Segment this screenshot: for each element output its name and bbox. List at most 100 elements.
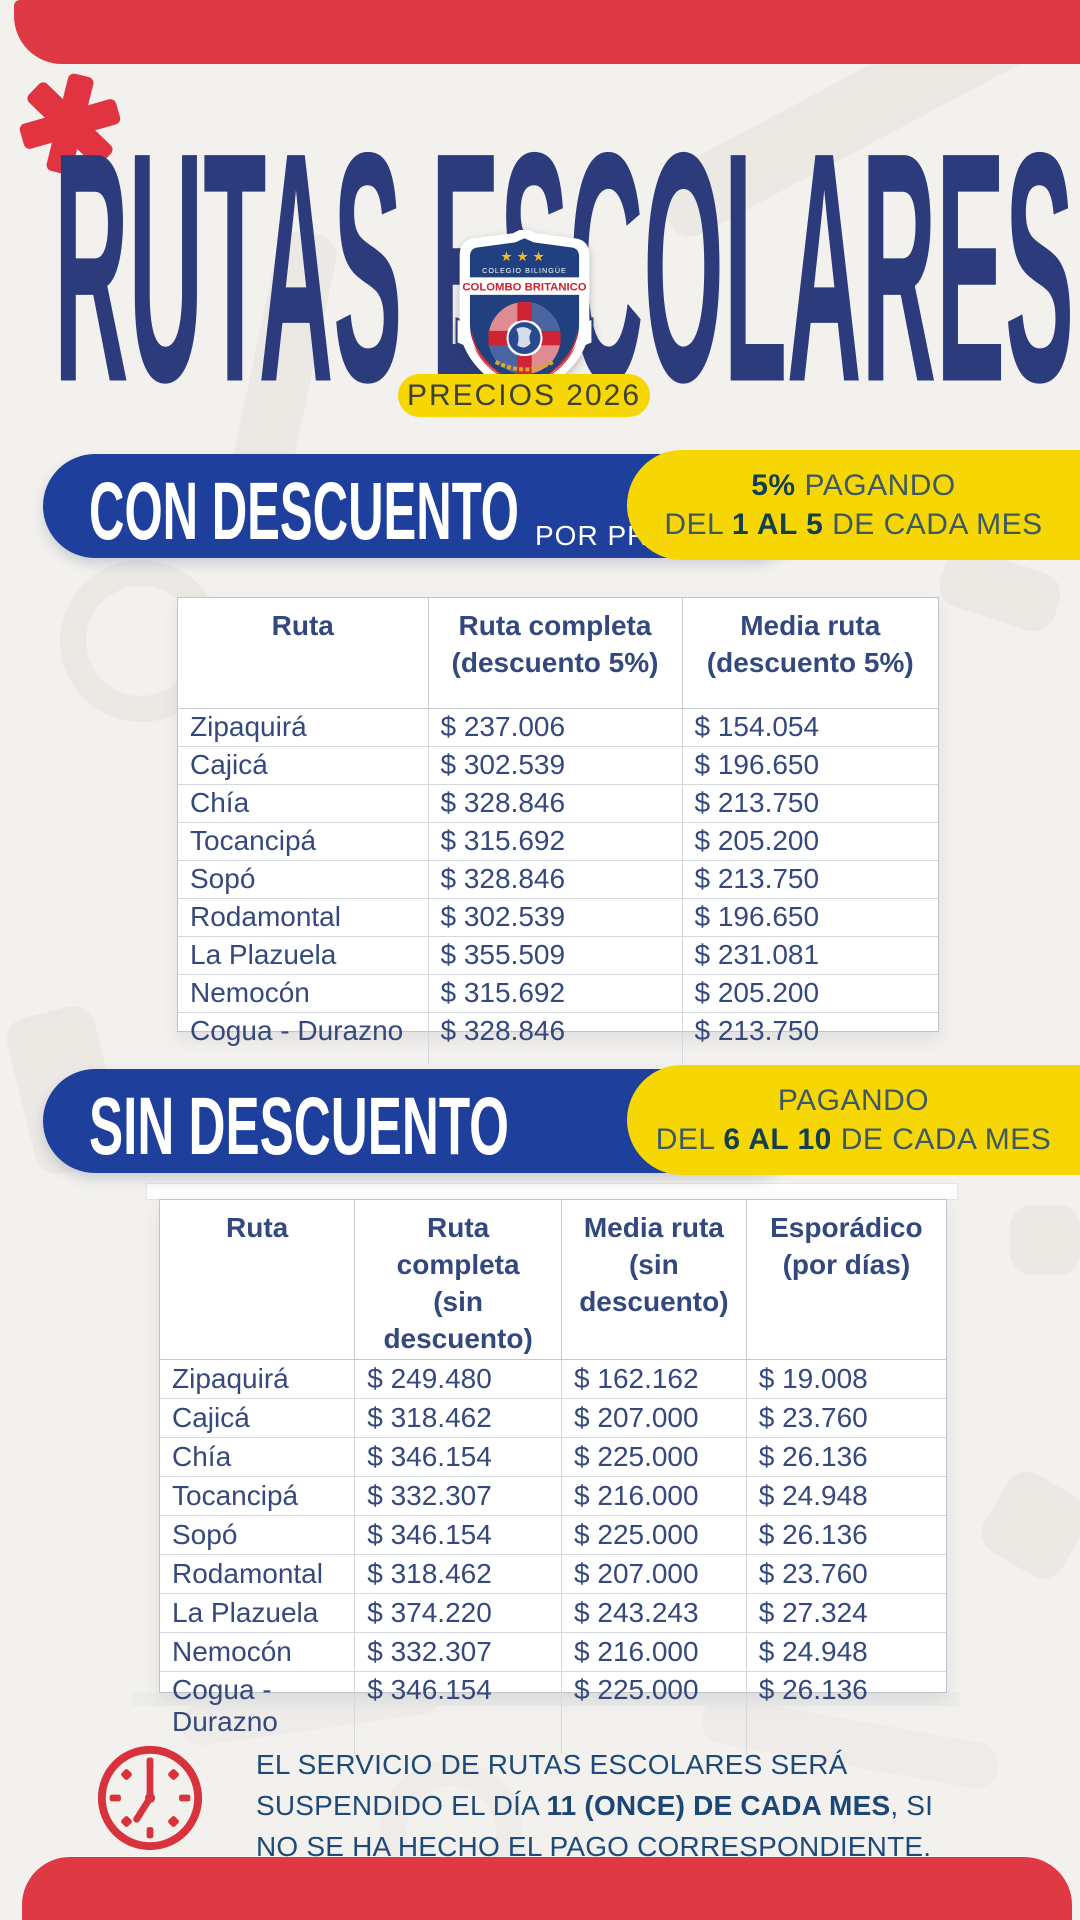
column-header: Ruta completa (sin descuento) — [354, 1200, 563, 1360]
column-header: Ruta completa (descuento 5%) — [427, 598, 683, 709]
table-cell: $ 24.948 — [745, 1631, 946, 1672]
table-cell: $ 243.243 — [561, 1592, 747, 1633]
table-cell: Chía — [160, 1436, 356, 1477]
table-cell: $ 346.154 — [354, 1514, 563, 1555]
table-cell: $ 27.324 — [745, 1592, 946, 1633]
table-cell: La Plazuela — [178, 935, 429, 975]
clock-icon — [97, 1745, 203, 1851]
table-row: Cogua - Durazno $ 328.846 $ 213.750 — [178, 1011, 938, 1064]
table-cell: $ 225.000 — [561, 1670, 747, 1754]
school-crest-icon: ★★★ COLEGIO BILINGÜE COLOMBO BRITANICO — [455, 230, 594, 401]
column-header: Media ruta (descuento 5%) — [681, 598, 938, 709]
table-cell: $ 23.760 — [745, 1553, 946, 1594]
table-row: Cajicá $ 318.462 $ 207.000 $ 23.760 — [160, 1397, 946, 1438]
table-cell: $ 205.200 — [681, 821, 938, 861]
table-cell: Cogua - Durazno — [178, 1011, 429, 1064]
table-cell: $ 196.650 — [681, 897, 938, 937]
table-row: Tocancipá $ 332.307 $ 216.000 $ 24.948 — [160, 1475, 946, 1516]
column-header: Ruta — [178, 598, 429, 709]
table-cell: Cogua - Durazno — [160, 1670, 356, 1754]
table-row: Rodamontal $ 302.539 $ 196.650 — [178, 897, 938, 937]
table-cell: $ 162.162 — [561, 1358, 747, 1399]
table-cell: $ 23.760 — [745, 1397, 946, 1438]
column-header: Ruta — [160, 1200, 356, 1360]
table-cell: $ 346.154 — [354, 1670, 563, 1754]
table-cell: Nemocón — [160, 1631, 356, 1672]
table-header-row: Ruta Ruta completa (descuento 5%) Media … — [178, 598, 938, 709]
table-cell: Nemocón — [178, 973, 429, 1013]
table-row: Chía $ 328.846 $ 213.750 — [178, 783, 938, 823]
year-badge-label: PRECIOS 2026 — [406, 378, 642, 412]
table-cell: Tocancipá — [160, 1475, 356, 1516]
svg-text:CON DESCUENTO: CON DESCUENTO — [89, 465, 519, 547]
no-discount-promo-line1: PAGANDO — [777, 1084, 930, 1117]
table-cell: Zipaquirá — [178, 707, 429, 747]
top-red-bar — [14, 0, 1080, 64]
table-cell: $ 196.650 — [681, 745, 938, 785]
table-cell: $ 332.307 — [354, 1631, 563, 1672]
discount-heading: CON DESCUENTO — [89, 465, 519, 547]
table-cell: $ 26.136 — [745, 1670, 946, 1754]
table-cell: Tocancipá — [178, 821, 429, 861]
background-doodle — [1010, 1205, 1080, 1275]
table-cell: Cajicá — [160, 1397, 356, 1438]
table-cell: $ 328.846 — [427, 1011, 683, 1064]
table-header-row: Ruta Ruta completa (sin descuento) Media… — [160, 1200, 946, 1360]
table-cell: $ 205.200 — [681, 973, 938, 1013]
table-cell: $ 374.220 — [354, 1592, 563, 1633]
table-cell: $ 213.750 — [681, 783, 938, 823]
table-cell: $ 315.692 — [427, 821, 683, 861]
svg-text:★★★: ★★★ — [500, 249, 548, 264]
no-discount-heading: SIN DESCUENTO — [89, 1080, 509, 1162]
column-header: Media ruta (sin descuento) — [561, 1200, 747, 1360]
table-cell: Chía — [178, 783, 429, 823]
table-cell: $ 302.539 — [427, 745, 683, 785]
svg-text:COLOMBO BRITANICO: COLOMBO BRITANICO — [462, 282, 586, 294]
table-cell: Rodamontal — [178, 897, 429, 937]
background-doodle — [973, 1463, 1080, 1587]
table-cell: $ 237.006 — [427, 707, 683, 747]
suspension-note: EL SERVICIO DE RUTAS ESCOLARES SERÁ SUSP… — [256, 1749, 934, 1862]
table-cell: $ 207.000 — [561, 1397, 747, 1438]
table-cell: $ 355.509 — [427, 935, 683, 975]
table-cell: $ 225.000 — [561, 1436, 747, 1477]
svg-text:SIN DESCUENTO: SIN DESCUENTO — [89, 1080, 509, 1162]
table-cell: $ 213.750 — [681, 859, 938, 899]
year-badge: PRECIOS 2026 — [398, 374, 650, 417]
table-cell: $ 302.539 — [427, 897, 683, 937]
table-cell: $ 332.307 — [354, 1475, 563, 1516]
table-cell: La Plazuela — [160, 1592, 356, 1633]
table-cell: $ 154.054 — [681, 707, 938, 747]
table-cell: $ 213.750 — [681, 1011, 938, 1064]
table-cell: $ 26.136 — [745, 1436, 946, 1477]
table-cell: Cajicá — [178, 745, 429, 785]
table-cell: $ 24.948 — [745, 1475, 946, 1516]
table-row: La Plazuela $ 355.509 $ 231.081 — [178, 935, 938, 975]
table-cell: $ 328.846 — [427, 783, 683, 823]
column-header: Esporádico (por días) — [745, 1200, 946, 1360]
discount-promo-line1: 5% PAGANDO — [751, 469, 956, 502]
table-cell: Zipaquirá — [160, 1358, 356, 1399]
bottom-red-bar — [22, 1857, 1072, 1920]
table-row: Chía $ 346.154 $ 225.000 $ 26.136 — [160, 1436, 946, 1477]
discount-promo-banner: 5% PAGANDO DEL 1 AL 5 DE CADA MES — [627, 450, 1080, 560]
table-row: Tocancipá $ 315.692 $ 205.200 — [178, 821, 938, 861]
table-row: Sopó $ 328.846 $ 213.750 — [178, 859, 938, 899]
table-row: Nemocón $ 315.692 $ 205.200 — [178, 973, 938, 1013]
table-row: Zipaquirá $ 249.480 $ 162.162 $ 19.008 — [160, 1358, 946, 1399]
table-row: Nemocón $ 332.307 $ 216.000 $ 24.948 — [160, 1631, 946, 1672]
table-cell: $ 315.692 — [427, 973, 683, 1013]
table-cell: $ 26.136 — [745, 1514, 946, 1555]
svg-text:COLEGIO BILINGÜE: COLEGIO BILINGÜE — [482, 266, 567, 275]
table-cell: Sopó — [178, 859, 429, 899]
no-discount-table: Ruta Ruta completa (sin descuento) Media… — [160, 1200, 946, 1754]
table-cell: $ 318.462 — [354, 1553, 563, 1594]
table-cell: $ 346.154 — [354, 1436, 563, 1477]
table-row: Cajicá $ 302.539 $ 196.650 — [178, 745, 938, 785]
table-strip — [146, 1183, 958, 1200]
table-cell: $ 231.081 — [681, 935, 938, 975]
discount-promo-line2: DEL 1 AL 5 DE CADA MES — [664, 508, 1043, 541]
table-cell: $ 318.462 — [354, 1397, 563, 1438]
table-cell: Rodamontal — [160, 1553, 356, 1594]
